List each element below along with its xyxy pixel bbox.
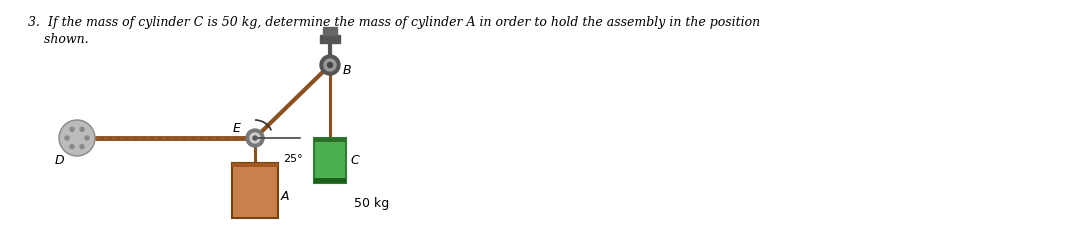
Bar bbox=[314, 138, 346, 183]
Bar bbox=[314, 178, 346, 183]
Text: shown.: shown. bbox=[28, 33, 88, 46]
Text: A: A bbox=[281, 190, 289, 202]
Bar bbox=[323, 27, 337, 35]
Bar bbox=[232, 163, 278, 167]
Circle shape bbox=[320, 55, 340, 75]
Bar bbox=[314, 138, 346, 142]
Circle shape bbox=[65, 136, 69, 140]
Text: 50 kg: 50 kg bbox=[354, 196, 390, 210]
Circle shape bbox=[59, 120, 95, 156]
Circle shape bbox=[70, 145, 74, 149]
Circle shape bbox=[80, 145, 84, 149]
Circle shape bbox=[246, 129, 264, 147]
Text: B: B bbox=[343, 64, 352, 76]
Circle shape bbox=[85, 136, 89, 140]
Bar bbox=[232, 163, 278, 218]
Circle shape bbox=[327, 63, 332, 67]
Circle shape bbox=[80, 127, 84, 131]
Circle shape bbox=[70, 127, 74, 131]
Text: D: D bbox=[55, 153, 65, 167]
Circle shape bbox=[324, 59, 336, 71]
Text: C: C bbox=[350, 154, 358, 167]
Circle shape bbox=[250, 133, 260, 143]
Text: E: E bbox=[233, 121, 241, 135]
Text: 25°: 25° bbox=[283, 154, 302, 164]
Circle shape bbox=[253, 136, 257, 140]
Text: 3.  If the mass of cylinder C is 50 kg, determine the mass of cylinder A in orde: 3. If the mass of cylinder C is 50 kg, d… bbox=[28, 16, 760, 29]
Bar bbox=[320, 35, 340, 43]
